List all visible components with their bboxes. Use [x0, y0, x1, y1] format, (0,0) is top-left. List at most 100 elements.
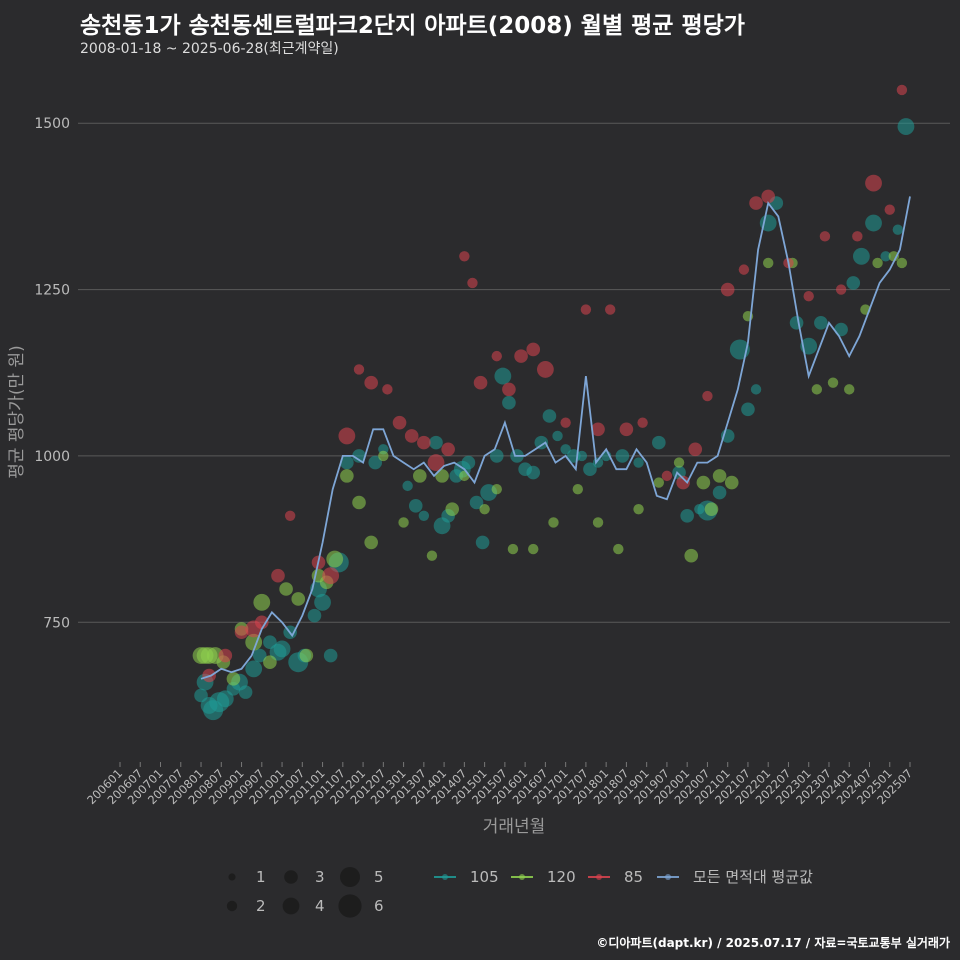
point-120 — [263, 655, 277, 669]
point-105 — [429, 435, 443, 450]
point-85 — [560, 417, 571, 428]
point-105 — [560, 444, 571, 455]
point-105 — [880, 251, 891, 262]
point-120 — [763, 257, 774, 269]
point-105 — [615, 449, 630, 463]
size-legend: 1 2 3 4 5 6 — [226, 867, 384, 918]
size-legend-label: 3 — [315, 868, 325, 886]
average-line-path — [200, 196, 911, 680]
point-120 — [827, 377, 839, 388]
point-105 — [238, 685, 253, 699]
point-120 — [724, 475, 739, 490]
legend-marker — [519, 874, 525, 880]
point-105 — [741, 402, 755, 417]
size-legend-label: 5 — [374, 868, 384, 886]
point-120 — [696, 475, 711, 490]
point-85 — [427, 454, 445, 471]
size-legend-dot — [338, 894, 362, 918]
source-credit: ©디아파트(dapt.kr) / 2025.07.17 / 자료=국토교통부 실… — [596, 936, 950, 950]
point-105 — [314, 593, 331, 611]
point-85 — [459, 251, 470, 262]
point-105 — [750, 384, 762, 395]
point-105 — [789, 316, 804, 330]
legend-marker — [596, 874, 602, 880]
point-120 — [592, 517, 604, 528]
point-120 — [653, 477, 665, 488]
point-85 — [364, 375, 378, 390]
y-tick-label: 1250 — [34, 283, 70, 299]
point-105 — [865, 214, 882, 232]
size-legend-label: 4 — [315, 897, 325, 915]
point-105 — [846, 276, 861, 290]
point-120 — [844, 384, 855, 395]
point-85 — [852, 231, 863, 242]
size-legend-dot — [340, 867, 360, 887]
point-85 — [514, 349, 528, 363]
point-105 — [368, 455, 383, 470]
point-85 — [353, 364, 365, 375]
point-120 — [326, 550, 344, 568]
size-legend-label: 2 — [256, 897, 266, 915]
point-85 — [234, 625, 249, 640]
point-105 — [402, 480, 413, 492]
point-85 — [884, 204, 895, 215]
point-105 — [652, 435, 666, 450]
point-105 — [475, 535, 490, 550]
point-105 — [542, 409, 557, 423]
point-120 — [712, 469, 727, 483]
point-105 — [340, 455, 354, 470]
point-105 — [712, 485, 727, 500]
point-105 — [461, 455, 476, 470]
point-120 — [479, 503, 490, 515]
chart-title: 송천동1가 송천동센트럴파크2단지 아파트(2008) 월별 평균 평당가 — [80, 13, 745, 39]
size-legend-label: 1 — [256, 868, 266, 886]
point-105 — [552, 430, 563, 442]
point-120 — [872, 257, 883, 269]
point-105 — [408, 499, 423, 513]
point-105 — [583, 462, 597, 477]
point-105 — [352, 449, 366, 463]
size-legend-dot — [228, 873, 236, 881]
x-tick-labels: 2006012006072007012007072008012008072009… — [84, 762, 915, 807]
series-legend: 105 120 85 모든 면적대 평균값 — [434, 868, 813, 886]
scatter-points — [192, 84, 915, 721]
point-85 — [392, 415, 407, 430]
chart-subtitle: 2008-01-18 ~ 2025-06-28(최근계약일) — [80, 41, 339, 57]
point-105 — [834, 322, 848, 337]
point-85 — [738, 264, 750, 275]
point-105 — [892, 224, 904, 235]
point-120 — [279, 582, 293, 596]
point-85 — [591, 422, 605, 437]
point-85 — [803, 291, 814, 302]
x-axis-label: 거래년월 — [483, 817, 546, 837]
point-120 — [491, 483, 502, 495]
point-85 — [637, 417, 648, 428]
point-120 — [299, 648, 314, 663]
size-legend-dot — [284, 870, 298, 884]
point-85 — [605, 304, 616, 315]
y-tick-label: 1500 — [34, 116, 70, 132]
point-85 — [896, 84, 908, 96]
point-105 — [502, 395, 516, 410]
point-85 — [619, 422, 634, 437]
legend-label: 85 — [624, 868, 643, 886]
legend-label: 120 — [547, 868, 576, 886]
point-85 — [761, 189, 776, 204]
point-85 — [502, 382, 516, 397]
point-120 — [459, 470, 470, 482]
point-120 — [896, 257, 908, 269]
point-85 — [284, 510, 296, 522]
y-axis-label: 평균 평당가(만 원) — [7, 345, 27, 479]
point-105 — [494, 367, 512, 385]
point-85 — [491, 350, 502, 362]
point-85 — [749, 196, 763, 210]
point-85 — [218, 648, 233, 663]
point-105 — [526, 465, 541, 480]
point-105 — [534, 435, 549, 450]
point-105 — [252, 648, 267, 663]
point-120 — [684, 548, 699, 563]
point-85 — [382, 384, 393, 395]
point-105 — [469, 495, 484, 510]
point-85 — [702, 390, 713, 402]
